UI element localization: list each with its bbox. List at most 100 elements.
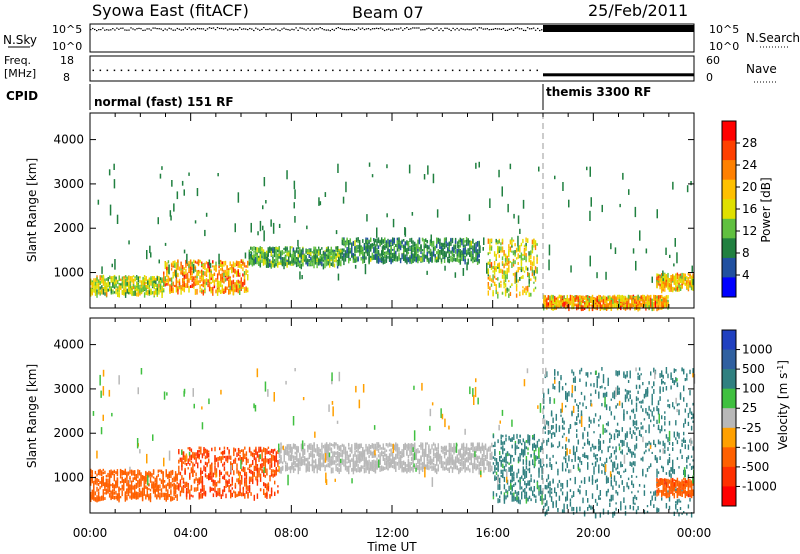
nsky-point: [349, 28, 352, 30]
range-cell: [90, 279, 92, 286]
range-cell: [514, 277, 516, 284]
range-cell: [140, 288, 143, 293]
range-cell: [558, 294, 561, 299]
range-cell: [303, 253, 306, 260]
nsky-point: [341, 28, 344, 30]
range-cell: [360, 251, 362, 255]
range-cell: [247, 487, 249, 490]
range-cell: [230, 455, 232, 460]
range-cell: [136, 276, 138, 281]
range-cell: [170, 482, 172, 489]
range-cell: [631, 297, 633, 302]
range-cell: [130, 497, 133, 500]
range-cell: [302, 254, 304, 261]
nsky-point: [144, 29, 146, 31]
range-cell: [421, 252, 424, 258]
range-cell: [363, 254, 366, 260]
range-cell: [634, 298, 636, 301]
range-cell: [202, 278, 205, 282]
range-cell: [616, 297, 619, 300]
range-cell: [212, 479, 215, 484]
range-cell: [500, 249, 502, 253]
range-cell: [497, 277, 499, 281]
range-cell: [207, 283, 209, 288]
range-cell: [119, 496, 122, 499]
scatter-cell: [386, 213, 388, 218]
nsky-point: [114, 29, 116, 31]
range-cell: [212, 273, 214, 277]
range-cell: [223, 486, 226, 492]
range-cell: [281, 257, 284, 263]
range-cell: [119, 481, 122, 484]
range-cell: [519, 293, 521, 297]
range-cell: [379, 242, 381, 246]
range-cell: [261, 252, 263, 256]
range-cell: [613, 296, 616, 299]
range-cell: [534, 245, 537, 251]
range-cell: [681, 275, 683, 280]
nsky-point: [420, 29, 422, 31]
nsky-point: [460, 27, 462, 30]
range-cell: [620, 299, 622, 302]
range-cell: [131, 286, 133, 289]
range-cell: [478, 259, 480, 264]
range-cell: [277, 250, 279, 253]
range-cell: [522, 253, 524, 256]
range-cell: [137, 291, 140, 297]
range-cell: [594, 299, 597, 304]
range-cell: [116, 469, 119, 475]
range-cell: [672, 280, 674, 283]
range-cell: [168, 478, 171, 484]
range-cell: [417, 250, 419, 254]
range-cell: [684, 282, 687, 286]
nsky-point: [273, 29, 275, 31]
range-cell: [645, 301, 647, 305]
range-cell: [239, 265, 241, 268]
scatter-cell: [674, 238, 676, 247]
range-cell: [407, 241, 410, 248]
range-cell: [546, 298, 548, 304]
range-cell: [415, 256, 418, 263]
range-cell: [170, 285, 173, 292]
range-cell: [370, 247, 372, 251]
range-cell: [119, 474, 122, 479]
range-cell: [251, 246, 254, 251]
scatter-cell: [622, 172, 624, 180]
range-cell: [182, 461, 185, 464]
range-cell: [349, 250, 351, 254]
nsky-point: [255, 27, 257, 29]
nsky-point: [428, 27, 430, 29]
range-cell: [145, 485, 147, 489]
range-cell: [187, 489, 189, 494]
range-cell: [177, 259, 179, 264]
range-cell: [102, 274, 105, 280]
nsky-point: [293, 29, 295, 31]
range-cell: [664, 287, 666, 292]
range-cell: [182, 265, 184, 269]
scatter-cell: [234, 223, 236, 233]
range-cell: [123, 290, 125, 296]
range-cell: [272, 455, 274, 461]
range-cell: [132, 485, 134, 490]
range-cell: [428, 247, 430, 250]
range-cell: [154, 482, 156, 487]
range-cell: [536, 267, 538, 273]
scatter-cell: [690, 181, 692, 186]
range-cell: [163, 485, 166, 489]
range-cell: [371, 243, 374, 246]
range-cell: [390, 245, 392, 252]
range-cell: [269, 259, 271, 262]
freq-point: [494, 69, 496, 72]
range-cell: [473, 243, 476, 248]
range-cell: [627, 295, 630, 299]
range-cell: [624, 303, 627, 309]
range-cell: [153, 278, 155, 284]
range-cell: [288, 250, 290, 254]
range-cell: [197, 478, 199, 484]
range-cell: [366, 239, 369, 244]
range-cell: [458, 239, 460, 244]
range-cell: [626, 302, 628, 307]
range-cell: [687, 272, 690, 275]
nsky-point: [200, 28, 203, 30]
